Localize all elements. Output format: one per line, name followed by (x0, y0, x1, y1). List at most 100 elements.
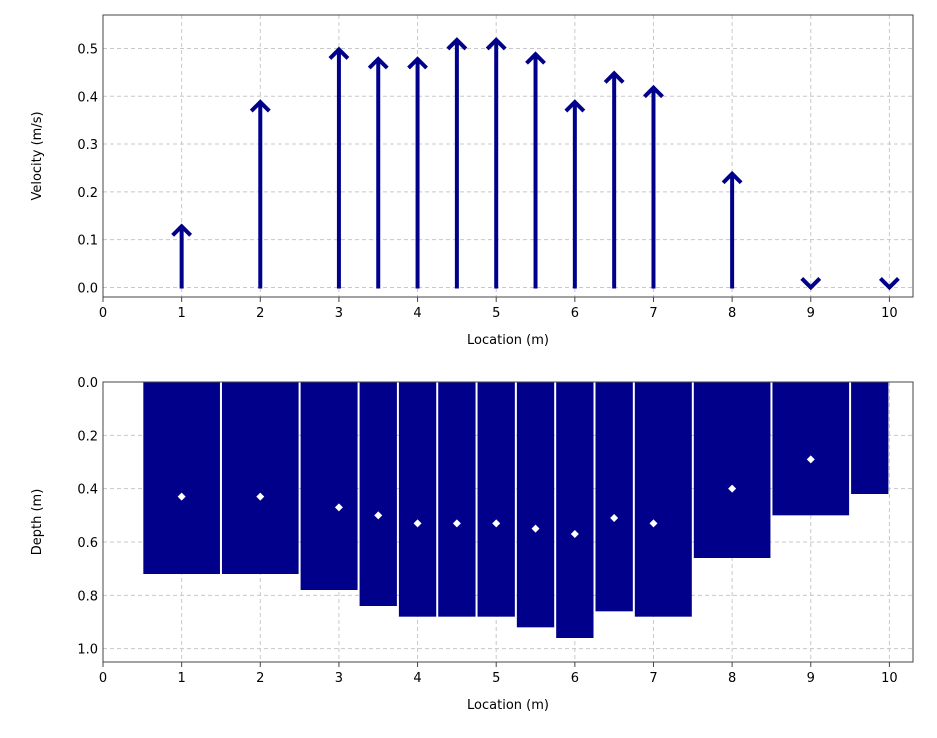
arrow-head (446, 37, 468, 51)
depth-bar (634, 382, 692, 617)
arrow-head (407, 56, 428, 70)
depth-marker (492, 519, 501, 528)
velocity-arrow (171, 223, 193, 289)
y-tick-label: 0.0 (77, 376, 98, 391)
x-tick-label: 0 (99, 671, 107, 686)
depth-marker (177, 492, 186, 501)
arrow-head (367, 56, 389, 70)
arrow-head (603, 70, 625, 84)
depth-marker (806, 455, 815, 464)
velocity-y-axis-label: Velocity (m/s) (30, 111, 45, 200)
depth-marker (374, 511, 383, 520)
x-tick-label: 7 (649, 306, 657, 321)
depth-bar (516, 382, 555, 628)
velocity-arrow (564, 99, 586, 289)
depth-x-axis-label: Location (m) (467, 698, 549, 713)
x-tick-label: 4 (413, 306, 421, 321)
x-tick-label: 0 (99, 306, 107, 321)
y-tick-label: 0.2 (77, 186, 98, 201)
depth-marker (334, 503, 343, 512)
arrow-head (800, 277, 822, 291)
velocity-arrow (643, 84, 664, 289)
arrow-head (564, 99, 586, 113)
arrow-head (249, 99, 271, 113)
depth-markers (177, 455, 815, 538)
x-tick-label: 5 (492, 671, 500, 686)
y-tick-label: 0.4 (77, 483, 98, 498)
x-tick-label: 9 (807, 671, 815, 686)
y-tick-label: 0.1 (77, 234, 98, 249)
y-tick-label: 1.0 (77, 643, 98, 658)
velocity-arrow (800, 277, 822, 291)
arrow-head (171, 223, 193, 237)
velocity-arrow (878, 277, 900, 291)
depth-bar (143, 382, 220, 574)
depth-bar (438, 382, 476, 617)
depth-y-ticks: 0.0 0.2 0.4 0.6 0.8 1.0 (77, 376, 98, 658)
depth-bar (693, 382, 771, 558)
velocity-arrow (446, 37, 468, 289)
arrow-head (328, 46, 350, 60)
depth-bar (595, 382, 633, 612)
velocity-x-ticks: 0 1 2 3 4 5 6 7 8 9 10 (99, 297, 898, 321)
y-tick-label: 0.0 (77, 281, 98, 296)
depth-bar (772, 382, 850, 516)
x-tick-label: 6 (571, 306, 579, 321)
arrow-head (721, 170, 743, 185)
depth-marker (610, 514, 619, 522)
x-tick-label: 8 (728, 671, 736, 686)
depth-marker (570, 530, 579, 538)
velocity-y-ticks: 0.0 0.1 0.2 0.3 0.4 0.5 (77, 42, 98, 296)
x-tick-label: 8 (728, 306, 736, 321)
y-tick-label: 0.2 (77, 429, 98, 444)
depth-bar (221, 382, 299, 574)
depth-x-ticks: 0 1 2 3 4 5 6 7 8 9 10 (99, 662, 898, 686)
depth-bar (300, 382, 358, 590)
velocity-grid (102, 15, 913, 297)
x-tick-label: 10 (881, 306, 898, 321)
arrow-head (485, 37, 507, 51)
x-tick-label: 2 (256, 671, 264, 686)
depth-marker (728, 484, 737, 493)
depth-chart: 0 1 2 3 4 5 6 7 8 9 10 0.0 0.2 0.4 0.6 0.8 1.0 Location… (30, 376, 914, 713)
depth-bar (398, 382, 437, 617)
depth-marker (649, 519, 658, 528)
y-tick-label: 0.6 (77, 536, 98, 551)
arrow-head (525, 51, 546, 65)
x-tick-label: 3 (335, 671, 343, 686)
velocity-x-axis-label: Location (m) (467, 333, 549, 348)
y-tick-label: 0.3 (77, 138, 98, 153)
velocity-arrow (603, 70, 625, 289)
x-tick-label: 1 (178, 671, 186, 686)
depth-bar (359, 382, 397, 606)
depth-marker (452, 519, 461, 528)
x-tick-label: 7 (649, 671, 657, 686)
velocity-arrow (407, 56, 428, 289)
velocity-arrow (328, 46, 350, 289)
x-tick-label: 10 (881, 671, 898, 686)
x-tick-label: 5 (492, 306, 500, 321)
depth-marker (531, 524, 540, 533)
depth-marker (413, 519, 422, 528)
velocity-arrow (485, 37, 507, 289)
y-tick-label: 0.8 (77, 589, 98, 604)
depth-marker (256, 492, 265, 501)
x-tick-label: 2 (256, 306, 264, 321)
velocity-plot-frame (102, 14, 914, 298)
x-tick-label: 9 (807, 306, 815, 321)
velocity-arrow (249, 99, 271, 289)
velocity-arrow (525, 51, 546, 289)
depth-y-axis-label: Depth (m) (30, 489, 45, 556)
velocity-arrows (171, 37, 900, 291)
x-tick-label: 3 (335, 306, 343, 321)
depth-bar (556, 382, 594, 638)
velocity-chart: 0 1 2 3 4 5 6 7 8 9 10 0.0 0.1 0.2 0.3 0.4 0.5 Location… (30, 14, 914, 348)
y-tick-label: 0.5 (77, 42, 98, 57)
x-tick-label: 1 (178, 306, 186, 321)
depth-bar (851, 382, 889, 494)
x-tick-label: 4 (413, 671, 421, 686)
depth-plot-frame (102, 381, 914, 663)
depth-bars (143, 382, 889, 638)
x-tick-label: 6 (571, 671, 579, 686)
y-tick-label: 0.4 (77, 90, 98, 105)
